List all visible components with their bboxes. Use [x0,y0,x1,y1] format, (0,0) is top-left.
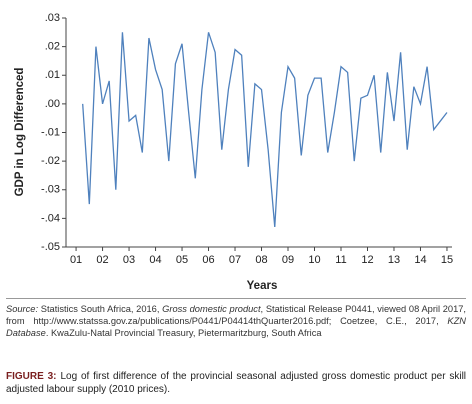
y-tick-label: -.03 [41,184,60,196]
y-tick-label: .02 [45,41,60,53]
y-tick-label: -.01 [41,126,60,138]
x-tick-label: 12 [361,254,373,266]
x-tick-label: 02 [96,254,108,266]
x-tick-label: 10 [308,254,320,266]
source-segment: Gross domestic product [162,304,261,314]
x-tick-label: 13 [388,254,400,266]
y-tick-label: .01 [45,69,60,81]
x-tick-label: 05 [176,254,188,266]
source-note: Source: Statistics South Africa, 2016, G… [6,298,466,339]
y-tick-label: .00 [45,98,60,110]
y-tick-label: -.02 [41,155,60,167]
x-tick-label: 14 [414,254,426,266]
chart: GDP in Log Differenced Years .03 .02 .01 .0… [14,12,453,292]
x-tick-label: 03 [123,254,135,266]
x-tick-label: 01 [70,254,82,266]
y-tick-label: -.04 [41,212,60,224]
x-tick-label: 11 [335,254,346,266]
x-tick-label: 09 [282,254,294,266]
x-tick-label: 04 [149,254,161,266]
caption-text: Log of first difference of the provincia… [6,371,467,395]
source-segment: Statistics South Africa, 2016, [38,304,163,314]
y-tick-label: -.05 [41,241,60,253]
y-axis-label: GDP in Log Differenced [14,68,26,197]
source-segment: Source: [6,304,39,314]
x-tick-label: 07 [229,254,241,266]
x-axis-label: Years [247,280,278,292]
figure-number: FIGURE 3: [6,371,57,382]
y-tick-label: .03 [45,12,60,24]
figure-caption: FIGURE 3: Log of first difference of the … [6,370,466,396]
x-tick-label: 15 [441,254,453,266]
source-segment: KZN Database [6,316,466,338]
source-segment: . KwaZulu-Natal Provincial Treasury, Pie… [45,328,322,338]
x-tick-label: 06 [202,254,214,266]
x-tick-label: 08 [255,254,267,266]
data-line [82,32,448,228]
source-segment: , Statistical Release P0441, viewed 08 A… [6,304,467,326]
